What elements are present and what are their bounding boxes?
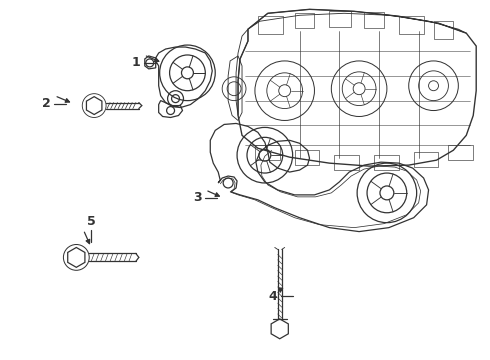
Text: 5: 5 xyxy=(87,215,96,228)
Text: 4: 4 xyxy=(269,289,277,303)
Text: 2: 2 xyxy=(42,97,51,110)
Text: 1: 1 xyxy=(131,57,140,69)
Text: 3: 3 xyxy=(193,192,202,204)
